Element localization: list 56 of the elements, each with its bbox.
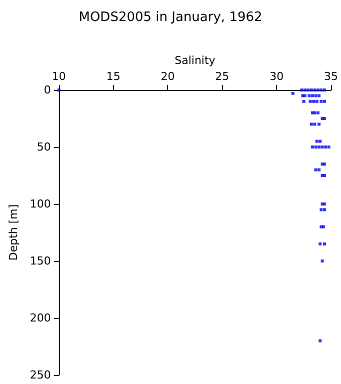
y-tick-label: 200 xyxy=(30,312,51,324)
y-axis-title: Depth [m] xyxy=(7,204,20,261)
point xyxy=(318,242,322,246)
point xyxy=(313,88,316,92)
point xyxy=(314,94,318,98)
y-tick-label: 150 xyxy=(30,254,51,268)
point xyxy=(310,88,313,92)
point xyxy=(311,146,314,148)
y-tick-label: 250 xyxy=(30,368,51,382)
point xyxy=(320,260,324,262)
point xyxy=(300,88,304,92)
y-tick-label: 100 xyxy=(30,198,51,210)
point xyxy=(316,111,320,114)
point xyxy=(318,140,322,143)
point xyxy=(320,88,323,92)
x-tick-label: 20 xyxy=(160,70,175,83)
point xyxy=(316,88,320,92)
chart-title: MODS2005 in January, 1962 xyxy=(78,10,262,25)
x-tick-label: 30 xyxy=(270,70,284,83)
y-tick-label: 0 xyxy=(44,84,51,96)
point xyxy=(318,146,321,148)
x-tick-label: 35 xyxy=(324,70,338,83)
x-tick-label: 15 xyxy=(106,70,120,83)
x-axis-title: Salinity xyxy=(174,54,216,68)
x-tick-label: 25 xyxy=(215,70,230,83)
point xyxy=(312,100,316,103)
point xyxy=(313,111,316,114)
x-tick-label: 10 xyxy=(52,70,66,83)
point xyxy=(291,92,294,95)
point xyxy=(320,146,324,148)
point xyxy=(315,100,318,103)
point xyxy=(313,122,316,126)
point xyxy=(310,122,313,126)
point xyxy=(315,140,318,143)
point xyxy=(311,94,314,98)
point xyxy=(320,208,323,212)
point xyxy=(318,122,321,126)
point xyxy=(303,88,306,92)
point xyxy=(318,168,321,172)
point xyxy=(320,100,323,103)
y-tick-label: 50 xyxy=(36,140,51,154)
point xyxy=(322,100,326,103)
point xyxy=(322,88,326,92)
point xyxy=(314,146,318,148)
point xyxy=(322,242,326,246)
point xyxy=(318,94,321,98)
point xyxy=(314,168,318,172)
point xyxy=(57,88,60,92)
point xyxy=(318,339,322,342)
point xyxy=(327,146,330,148)
point xyxy=(306,88,310,92)
point xyxy=(308,94,311,98)
point xyxy=(322,208,326,212)
point xyxy=(302,100,306,103)
point xyxy=(308,100,312,103)
point xyxy=(324,146,328,148)
